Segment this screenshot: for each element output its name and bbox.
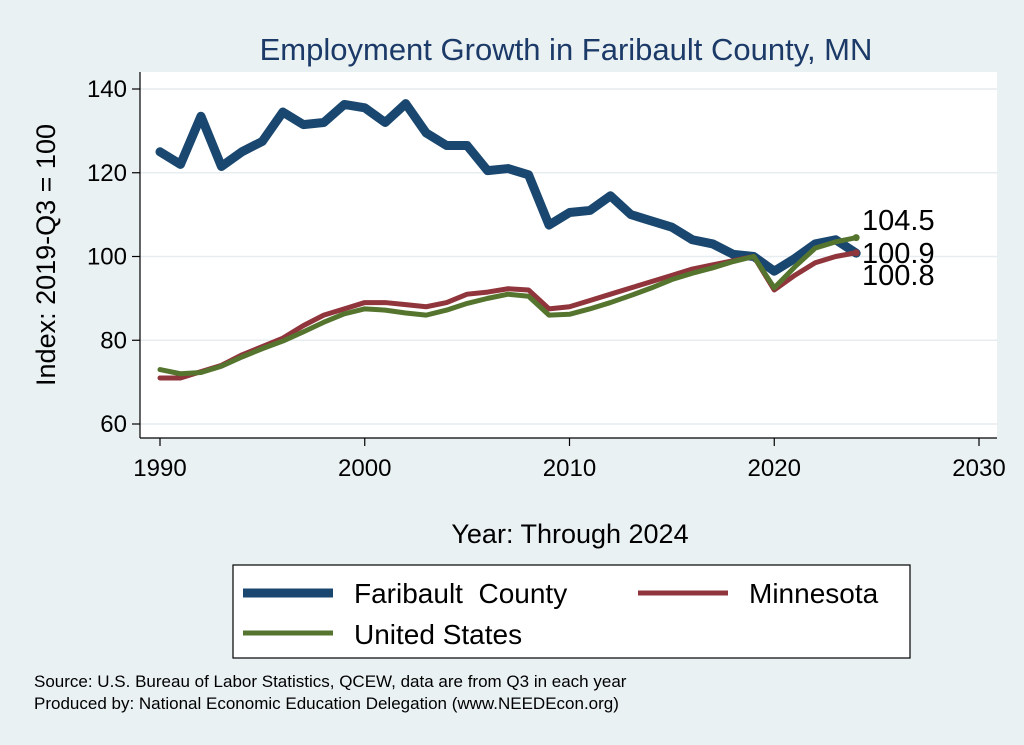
y-tick-label-140: 140 [87, 76, 127, 103]
x-tick-label-1990: 1990 [133, 455, 186, 482]
series-end-point-minnesota [852, 249, 860, 257]
y-tick-label-100: 100 [87, 244, 127, 271]
y-tick-label-80: 80 [100, 327, 127, 354]
x-axis-title: Year: Through 2024 [451, 519, 688, 549]
produced-by-note: Produced by: National Economic Education… [34, 694, 619, 713]
legend: Faribault County Minnesota United States [232, 564, 911, 659]
legend-label-united-states: United States [354, 619, 522, 650]
series-lines [155, 99, 861, 381]
series-end-point-united-states [852, 234, 860, 242]
x-tick-label-2000: 2000 [338, 455, 391, 482]
end-label-0: 104.5 [862, 205, 935, 237]
x-ticks: 1990 2000 2010 2020 2030 [133, 438, 1006, 482]
legend-label-minnesota: Minnesota [749, 578, 879, 609]
end-label-1: 100.9 [862, 238, 935, 270]
end-label-2: 100.8 [862, 260, 935, 292]
chart-title: Employment Growth in Faribault County, M… [260, 32, 873, 67]
y-ticks: 60 80 100 120 140 [87, 76, 140, 438]
x-tick-label-2010: 2010 [543, 455, 596, 482]
y-tick-label-60: 60 [100, 411, 127, 438]
legend-label-faribault: Faribault County [354, 578, 567, 609]
legend-box [232, 564, 911, 659]
x-tick-label-2030: 2030 [952, 455, 1005, 482]
series-line-united-states [157, 235, 859, 377]
series-line-faribault-county [155, 99, 861, 276]
x-tick-label-2020: 2020 [748, 455, 801, 482]
y-tick-label-120: 120 [87, 160, 127, 187]
source-note: Source: U.S. Bureau of Labor Statistics,… [34, 672, 627, 691]
y-axis-title: Index: 2019-Q3 = 100 [31, 124, 61, 386]
